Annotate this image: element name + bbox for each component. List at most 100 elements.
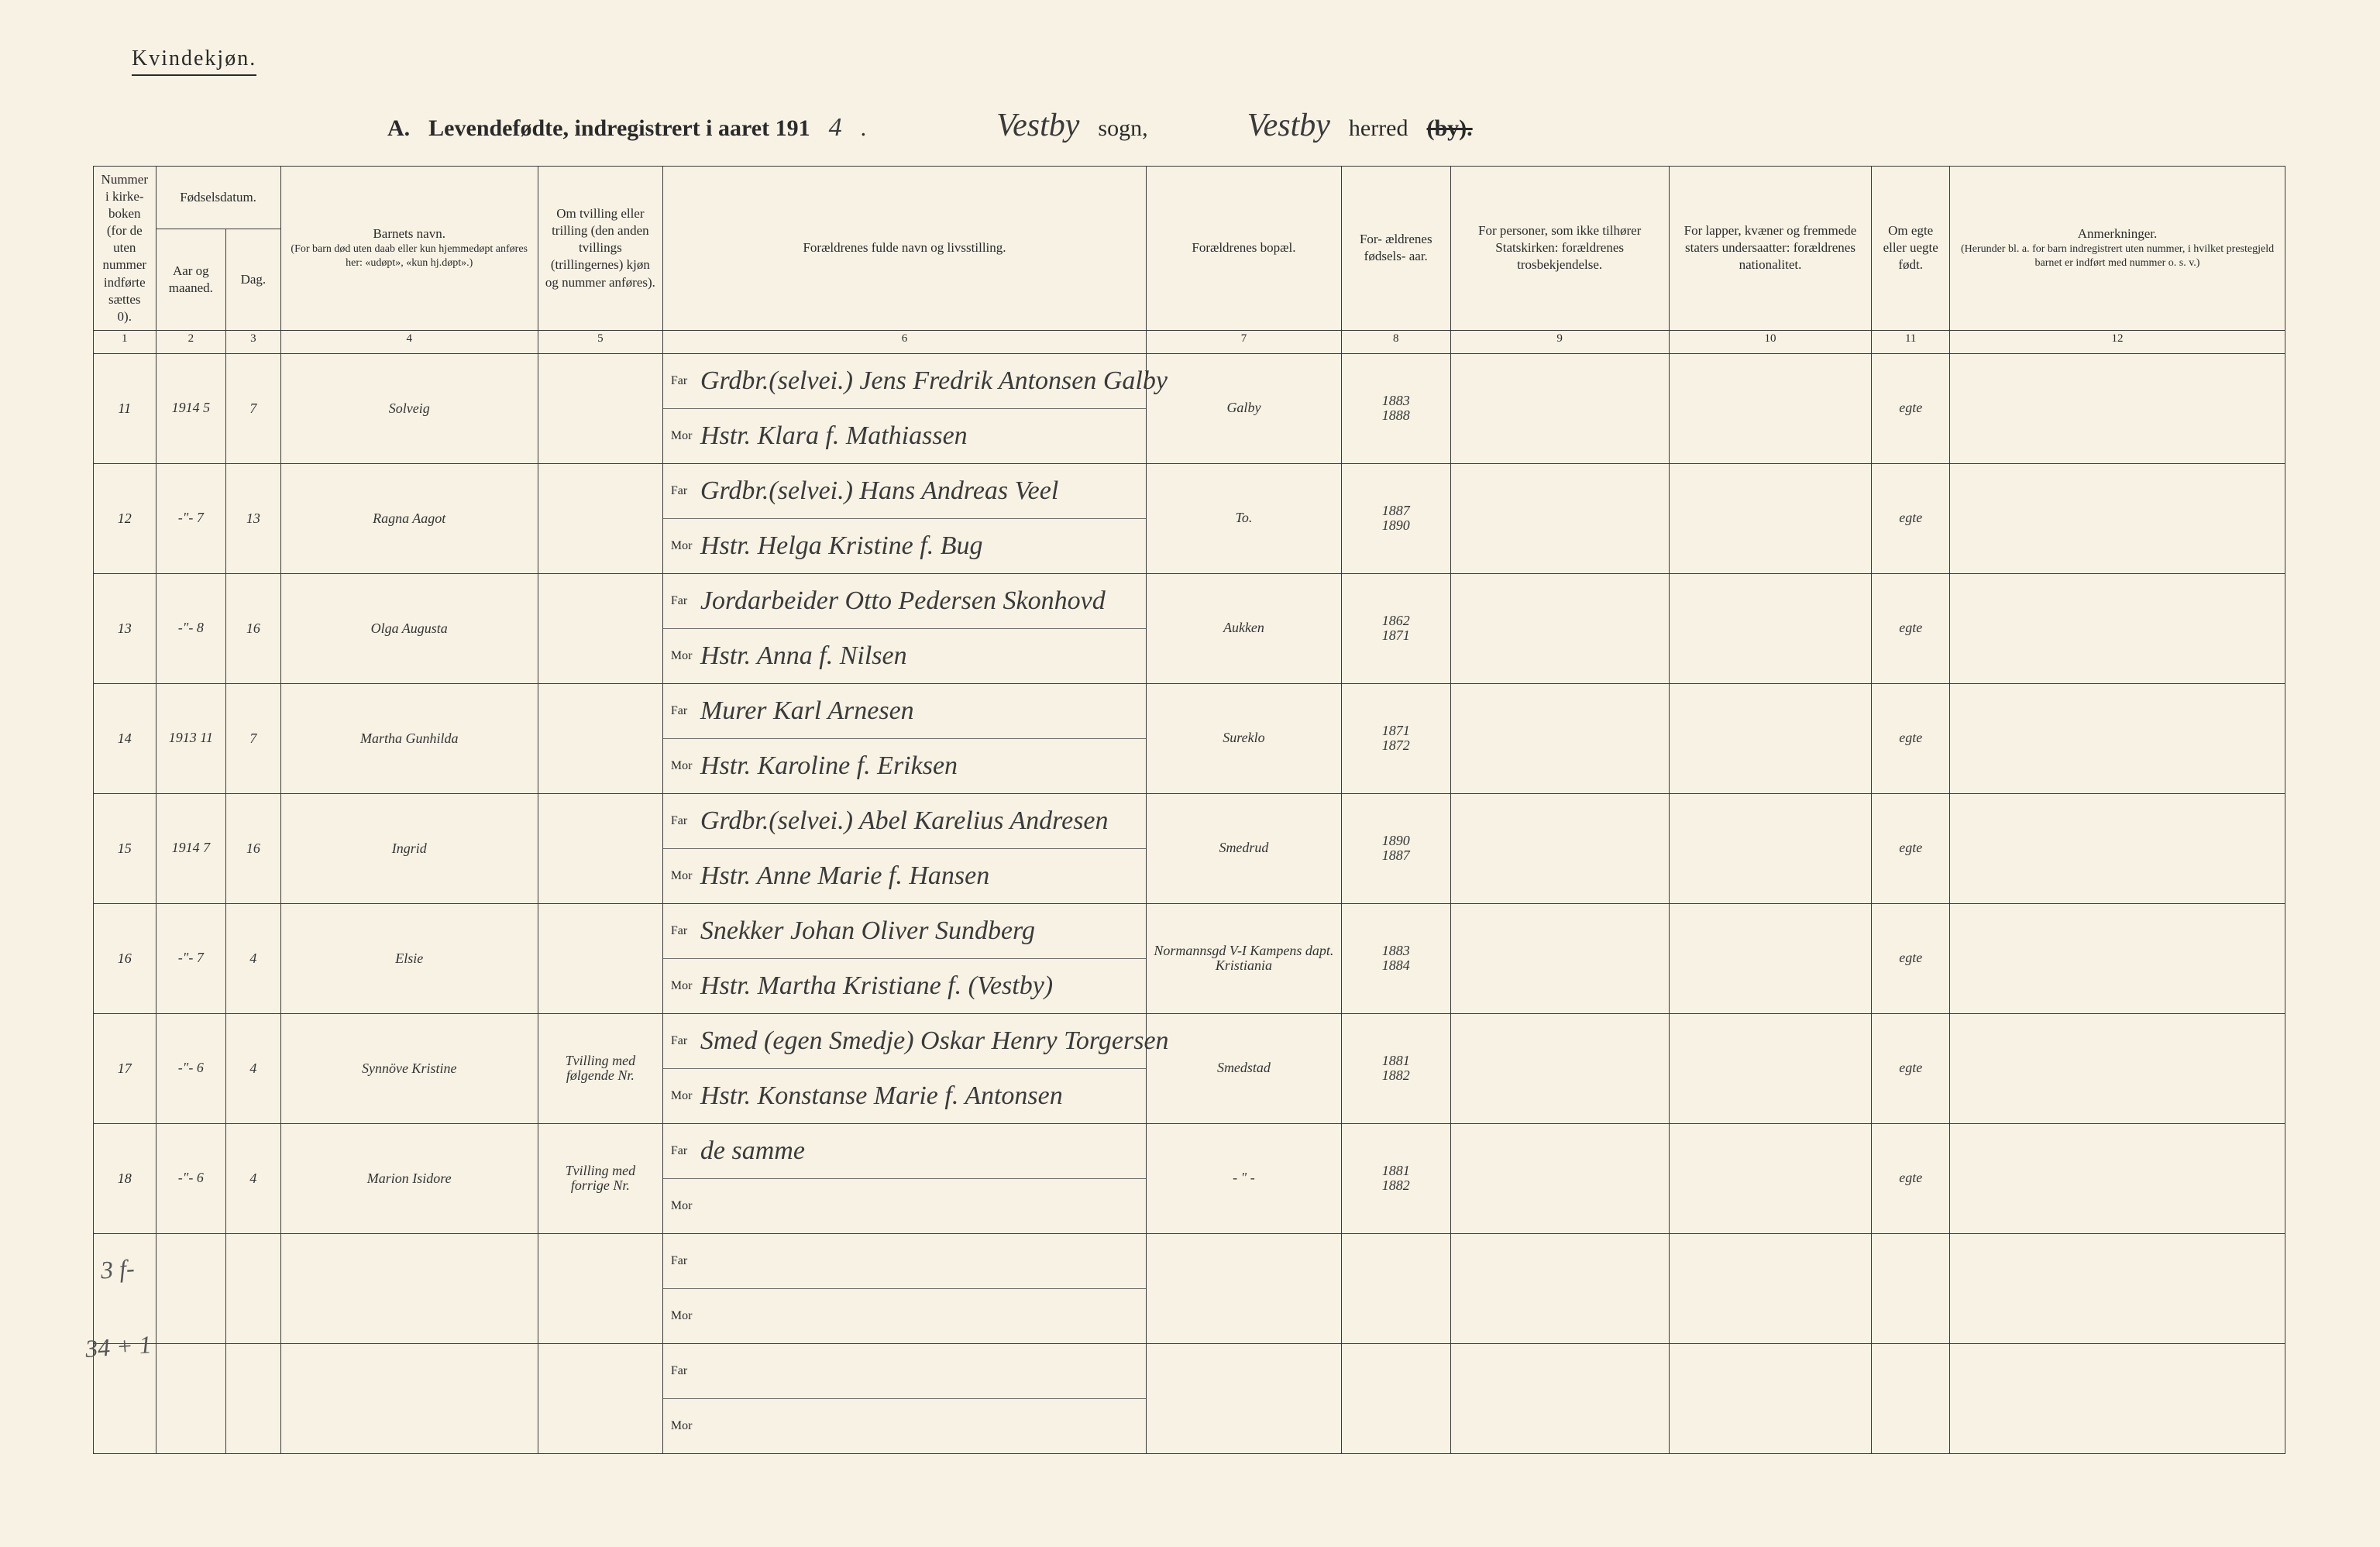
residence: Smedstad [1147, 1013, 1342, 1123]
table-row: 17-"- 64Synnöve KristineTvilling med føl… [94, 1013, 2285, 1123]
gender-heading: Kvindekjøn. [132, 46, 256, 76]
col-header-9: For personer, som ikke tilhører Statskir… [1450, 167, 1669, 331]
col-header-1: Nummer i kirke- boken (for de uten numme… [94, 167, 156, 331]
mor-label: Mor [671, 429, 700, 443]
faith-cell [1450, 793, 1669, 903]
parent-years [1341, 1233, 1450, 1343]
entry-number: 15 [94, 793, 156, 903]
colnum: 1 [94, 330, 156, 353]
father-row: FarGrdbr.(selvei.) Jens Fredrik Antonsen… [663, 354, 1146, 409]
father-row: Far [663, 1344, 1146, 1399]
year-suffix: 4 [829, 113, 842, 143]
residence: Aukken [1147, 573, 1342, 683]
col-header-4: Barnets navn. (For barn død uten daab el… [280, 167, 538, 331]
nationality-cell [1669, 353, 1872, 463]
colnum: 10 [1669, 330, 1872, 353]
margin-note-a: 3 f- [100, 1254, 136, 1285]
remarks-cell [1950, 903, 2285, 1013]
remarks-cell [1950, 683, 2285, 793]
year-month: -"- 6 [156, 1013, 226, 1123]
col-header-8: For- ældrenes fødsels- aar. [1341, 167, 1450, 331]
parents-cell: FarSnekker Johan Oliver SundbergMorHstr.… [662, 903, 1146, 1013]
child-name: Ragna Aagot [280, 463, 538, 573]
father-name: Grdbr.(selvei.) Hans Andreas Veel [700, 476, 1058, 506]
parent-years: 18711872 [1341, 683, 1450, 793]
faith-cell [1450, 903, 1669, 1013]
father-row: FarSnekker Johan Oliver Sundberg [663, 904, 1146, 959]
mother-name: Hstr. Klara f. Mathiassen [700, 421, 968, 451]
father-row: Far [663, 1234, 1146, 1289]
sogn-value: Vestby [996, 107, 1079, 144]
far-label: Far [671, 594, 700, 608]
twin-note [538, 353, 662, 463]
colnum: 5 [538, 330, 662, 353]
parents-cell: FarSmed (egen Smedje) Oskar Henry Torger… [662, 1013, 1146, 1123]
twin-note [538, 903, 662, 1013]
remarks-cell [1950, 1123, 2285, 1233]
title-line: A. Levendefødte, indregistrert i aaret 1… [387, 107, 2310, 144]
nationality-cell [1669, 793, 1872, 903]
sogn-label: sogn, [1098, 115, 1147, 142]
residence: Galby [1147, 353, 1342, 463]
period: . [861, 115, 867, 142]
mother-row: MorHstr. Klara f. Mathiassen [663, 409, 1146, 463]
father-name: Jordarbeider Otto Pedersen Skonhovd [700, 586, 1106, 616]
col-header-12: Anmerkninger. (Herunder bl. a. for barn … [1950, 167, 2285, 331]
twin-note [538, 793, 662, 903]
father-year: 1890 [1348, 834, 1444, 849]
nationality-cell [1669, 1013, 1872, 1123]
table-row: 13-"- 816Olga AugustaFarJordarbeider Ott… [94, 573, 2285, 683]
legitimacy: egte [1872, 903, 1950, 1013]
mother-row: MorHstr. Konstanse Marie f. Antonsen [663, 1069, 1146, 1123]
entry-number: 12 [94, 463, 156, 573]
mother-row: MorHstr. Martha Kristiane f. (Vestby) [663, 959, 1146, 1013]
father-name: Snekker Johan Oliver Sundberg [700, 916, 1035, 946]
colnum: 2 [156, 330, 226, 353]
col12-sub: (Herunder bl. a. for barn indregistrert … [1956, 242, 2279, 270]
legitimacy: egte [1872, 683, 1950, 793]
colnum: 6 [662, 330, 1146, 353]
margin-note-b: 34 + 1 [84, 1330, 153, 1363]
parent-years [1341, 1343, 1450, 1453]
mother-name: Hstr. Martha Kristiane f. (Vestby) [700, 971, 1053, 1001]
colnum: 8 [1341, 330, 1450, 353]
mother-name: Hstr. Konstanse Marie f. Antonsen [700, 1081, 1063, 1111]
nationality-cell [1669, 573, 1872, 683]
remarks-cell [1950, 353, 2285, 463]
parents-cell: Far Mor [662, 1233, 1146, 1343]
child-name: Solveig [280, 353, 538, 463]
twin-note: Tvilling med følgende Nr. [538, 1013, 662, 1123]
entry-number: 14 [94, 683, 156, 793]
parent-years: 18901887 [1341, 793, 1450, 903]
year-month: -"- 6 [156, 1123, 226, 1233]
section-title: Levendefødte, indregistrert i aaret 191 [428, 115, 810, 142]
col-header-5: Om tvilling eller trilling (den anden tv… [538, 167, 662, 331]
twin-note: Tvilling med forrige Nr. [538, 1123, 662, 1233]
mother-row: MorHstr. Karoline f. Eriksen [663, 739, 1146, 793]
mor-label: Mor [671, 1419, 700, 1433]
colnum: 9 [1450, 330, 1669, 353]
table-row: 151914 716IngridFarGrdbr.(selvei.) Abel … [94, 793, 2285, 903]
year-month: -"- 7 [156, 463, 226, 573]
year-month: 1914 5 [156, 353, 226, 463]
day: 16 [226, 573, 280, 683]
mor-label: Mor [671, 1309, 700, 1323]
column-number-row: 1 2 3 4 5 6 7 8 9 10 11 12 [94, 330, 2285, 353]
register-page: Kvindekjøn. A. Levendefødte, indregistre… [0, 0, 2380, 1547]
table-row: 12-"- 713Ragna AagotFarGrdbr.(selvei.) H… [94, 463, 2285, 573]
father-year: 1881 [1348, 1164, 1444, 1179]
far-label: Far [671, 1144, 700, 1158]
mother-row: Mor [663, 1179, 1146, 1233]
nationality-cell [1669, 1123, 1872, 1233]
legitimacy: egte [1872, 793, 1950, 903]
entry-number [94, 1233, 156, 1343]
father-row: FarGrdbr.(selvei.) Abel Karelius Andrese… [663, 794, 1146, 849]
child-name: Synnöve Kristine [280, 1013, 538, 1123]
father-name: de samme [700, 1136, 805, 1166]
col-header-fods: Fødselsdatum. [156, 167, 280, 229]
mother-year: 1872 [1348, 738, 1444, 754]
day: 7 [226, 353, 280, 463]
child-name: Martha Gunhilda [280, 683, 538, 793]
day: 4 [226, 1123, 280, 1233]
twin-note [538, 683, 662, 793]
